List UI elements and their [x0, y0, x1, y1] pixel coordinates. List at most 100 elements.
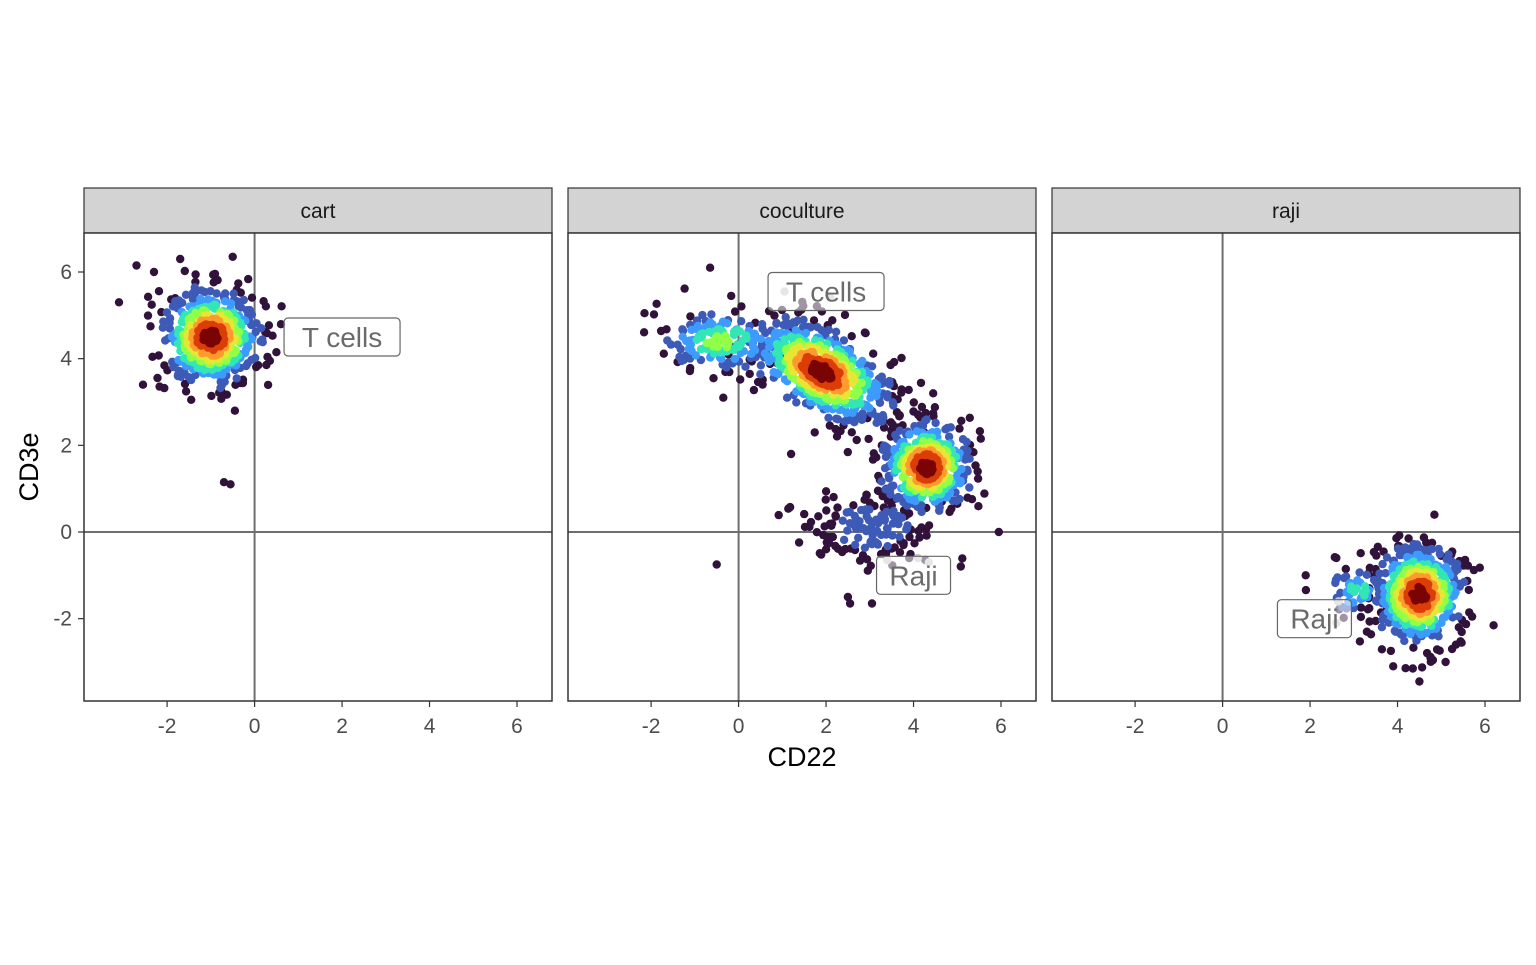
cluster-label-t-cells: T cells [283, 317, 401, 357]
data-point [838, 516, 847, 525]
data-point [958, 435, 968, 444]
data-point [666, 340, 676, 349]
data-point [1453, 559, 1462, 568]
data-point [869, 349, 878, 358]
data-point [1362, 627, 1372, 636]
data-point [980, 489, 989, 498]
data-point [1456, 637, 1465, 646]
data-point [779, 320, 788, 330]
x-tick-label: 0 [733, 715, 745, 738]
data-point [852, 435, 861, 445]
data-point [1461, 619, 1471, 629]
data-point [174, 296, 183, 305]
data-point [838, 547, 847, 557]
data-point [765, 342, 774, 352]
data-point [952, 496, 961, 506]
data-point [854, 387, 863, 397]
data-point [888, 398, 898, 407]
data-point [138, 380, 148, 389]
data-point [678, 325, 687, 334]
data-point [1469, 565, 1479, 575]
data-point [842, 508, 851, 517]
data-point [974, 502, 983, 511]
data-point [833, 415, 843, 424]
data-point [226, 299, 236, 308]
data-point [143, 292, 153, 301]
data-point [895, 532, 904, 541]
data-point [770, 311, 779, 320]
data-point [858, 356, 867, 366]
data-point [849, 373, 858, 382]
data-point [994, 527, 1003, 537]
data-point [1467, 612, 1477, 621]
data-point [161, 336, 170, 345]
data-point [882, 507, 891, 517]
data-point [1363, 605, 1373, 614]
data-point [729, 330, 739, 340]
data-point [843, 447, 852, 457]
data-point [825, 421, 834, 430]
data-point [817, 550, 826, 559]
data-point [1444, 550, 1453, 559]
data-point [895, 548, 905, 557]
data-point [917, 507, 926, 517]
data-point [1415, 594, 1424, 603]
data-point [158, 323, 168, 332]
data-point [176, 254, 185, 264]
data-point [947, 504, 956, 513]
data-point [867, 599, 877, 608]
facet-strip-label: coculture [759, 200, 844, 223]
data-point [252, 319, 261, 328]
data-point [903, 501, 912, 510]
x-tick-label: -2 [1126, 715, 1145, 738]
data-points [114, 252, 286, 489]
cluster-label-text: Raji [889, 560, 937, 591]
data-point [173, 370, 183, 380]
data-point [871, 516, 881, 525]
data-point [132, 261, 141, 270]
data-point [1373, 597, 1382, 606]
data-point [173, 339, 183, 348]
data-point [1413, 604, 1422, 613]
data-point [826, 372, 836, 381]
data-point [1437, 618, 1446, 627]
data-point [956, 562, 965, 571]
y-tick-label: 4 [60, 348, 72, 371]
data-point [904, 385, 913, 395]
data-point [860, 495, 869, 504]
data-point [709, 374, 718, 383]
data-point [162, 308, 172, 317]
data-point [207, 391, 216, 401]
data-point [200, 287, 209, 297]
data-point [652, 299, 661, 308]
data-point [154, 351, 163, 360]
data-point [149, 267, 159, 277]
data-point [241, 361, 251, 371]
data-point [772, 319, 781, 328]
data-point [930, 403, 940, 412]
data-point [845, 599, 855, 608]
data-point [114, 298, 124, 307]
data-point [867, 387, 876, 396]
data-point [973, 467, 982, 476]
data-point [712, 332, 722, 341]
data-point [1341, 572, 1351, 581]
data-point [1377, 623, 1387, 632]
data-point [1356, 612, 1366, 622]
data-point [1371, 616, 1380, 626]
data-point [272, 348, 281, 357]
cluster-label-raji: Raji [875, 555, 952, 595]
data-point [734, 342, 744, 352]
data-point [1403, 553, 1412, 562]
data-point [782, 393, 792, 402]
data-point [180, 379, 190, 389]
data-point [1362, 570, 1372, 579]
data-point [847, 428, 856, 437]
data-point [1419, 533, 1429, 542]
data-point [774, 510, 783, 520]
data-point [1417, 663, 1427, 672]
data-point [905, 430, 914, 439]
data-point [863, 566, 872, 575]
data-point [756, 370, 765, 379]
data-point [917, 402, 927, 412]
